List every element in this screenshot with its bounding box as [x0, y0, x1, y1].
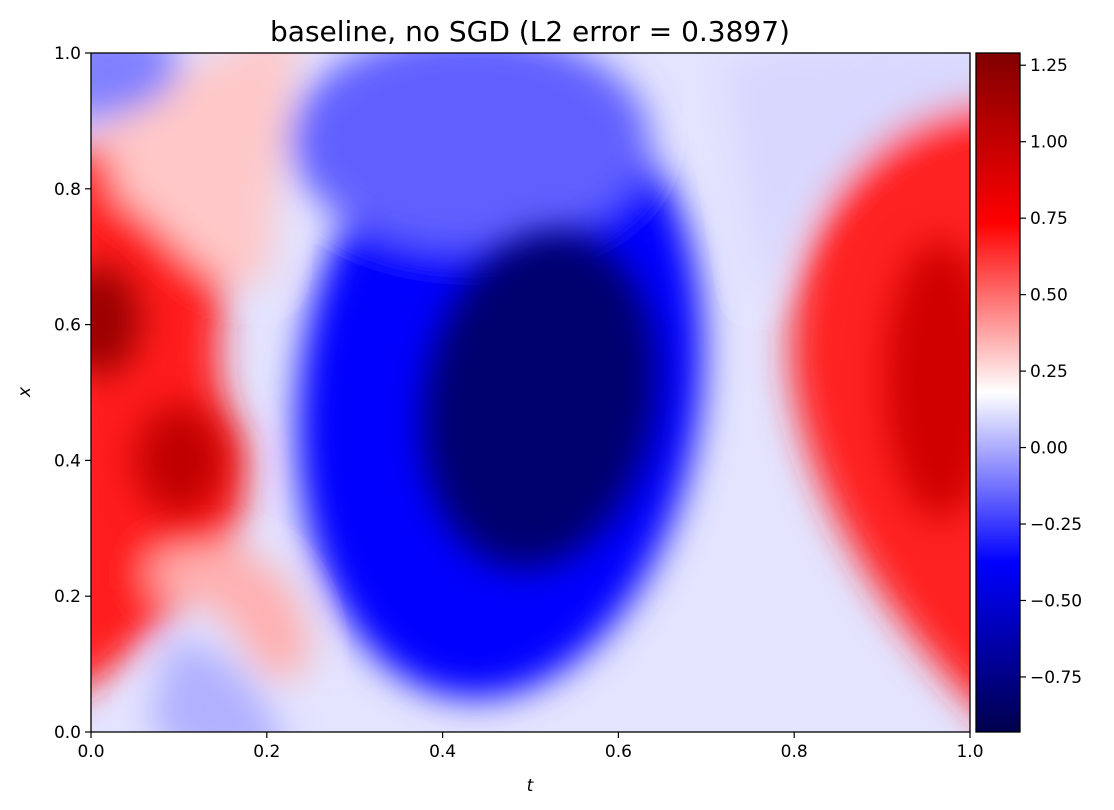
y-axis-label: x: [15, 386, 35, 398]
colorbar: [975, 52, 1021, 733]
colorbar-tick-label: −0.25: [1030, 515, 1082, 535]
colorbar-tick-label: −0.50: [1030, 591, 1082, 611]
heatmap-region-bottom-left-blue: [150, 640, 280, 732]
y-axis: 0.0 0.2 0.4 0.6 0.8 1.0: [54, 44, 91, 743]
x-tick-label: 1.0: [956, 742, 983, 762]
y-tick-label: 0.0: [54, 723, 81, 743]
plot-area-frame: [90, 52, 971, 733]
y-tick-label: 0.4: [54, 451, 81, 471]
heatmap-region-right-light-blue: [720, 53, 970, 300]
x-tick-label: 0.6: [605, 742, 632, 762]
heatmap-region-center-darkblue: [422, 231, 658, 569]
y-tick-label: 0.6: [54, 316, 81, 336]
colorbar-tick-label: 0.75: [1030, 209, 1068, 229]
heatmap-region-left-lightred: [150, 544, 310, 680]
colorbar-tick-label: 1.00: [1030, 133, 1068, 153]
heatmap: [91, 53, 970, 732]
x-axis: 0.0 0.2 0.4 0.6 0.8 1.0: [77, 732, 984, 762]
chart-title: baseline, no SGD (L2 error = 0.3897): [270, 15, 790, 48]
colorbar-tick-label: 0.00: [1030, 439, 1068, 459]
colorbar-tick-label: −0.75: [1030, 668, 1082, 688]
x-tick-label: 0.2: [253, 742, 280, 762]
heatmap-region-diagonal-pink: [100, 53, 297, 284]
colorbar-tick-label: 1.25: [1030, 56, 1068, 76]
heatmap-region-left-darkred: [91, 265, 140, 375]
colorbar-ticks: 1.25 1.00 0.75 0.50 0.25 0.00 −0.25 −0.50 −0.75: [1020, 56, 1082, 688]
x-tick-label: 0.8: [781, 742, 808, 762]
heatmap-region-center-light-blue: [290, 53, 650, 250]
colorbar-tick-label: 0.25: [1030, 362, 1068, 382]
colorbar-tick-label: 0.50: [1030, 286, 1068, 306]
heatmap-region-right-darkred: [885, 240, 970, 520]
heatmap-region-top-left-blue: [91, 53, 180, 121]
y-tick-label: 0.2: [54, 587, 81, 607]
x-tick-label: 0.0: [77, 742, 104, 762]
y-tick-label: 0.8: [54, 180, 81, 200]
y-tick-label: 1.0: [54, 44, 81, 64]
x-axis-label: t: [527, 776, 535, 796]
x-tick-label: 0.4: [429, 742, 456, 762]
heatmap-region-left-mid-darkred: [135, 405, 225, 515]
